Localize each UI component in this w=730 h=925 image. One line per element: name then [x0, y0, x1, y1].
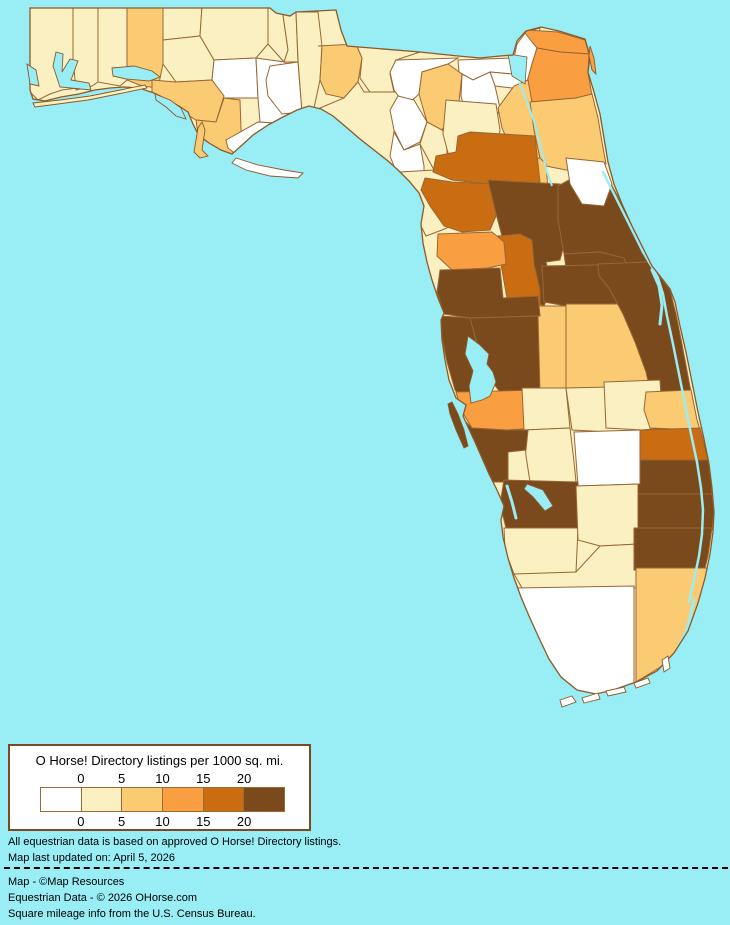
legend-swatch-1 [81, 788, 123, 811]
st-andrews-bay [154, 93, 187, 120]
legend-tick-label: 20 [236, 814, 252, 829]
county-calhoun[interactable] [211, 57, 259, 99]
st-joseph-spit [193, 121, 209, 159]
legend-tick-label: 15 [196, 814, 211, 829]
legend-tick-label: 10 [155, 814, 170, 829]
county-okaloosa[interactable] [97, 6, 128, 87]
county-glades[interactable] [573, 429, 641, 487]
amelia-island [588, 45, 597, 76]
data-source-note: All equestrian data is based on approved… [8, 836, 342, 848]
key-biscayne [661, 655, 671, 673]
florida-county-map [26, 6, 715, 708]
county-indian-river[interactable] [643, 389, 701, 431]
county-flagler[interactable] [565, 157, 613, 207]
county-pasco[interactable] [436, 267, 541, 319]
legend-tick-label: 5 [118, 814, 126, 829]
banana-river-lagoon [650, 268, 664, 326]
indian-river-lagoon [601, 170, 705, 604]
county-jefferson[interactable] [295, 11, 323, 113]
legend-swatch-5 [244, 788, 285, 811]
county-broward[interactable] [633, 527, 713, 573]
coastline [29, 7, 715, 695]
legend: O Horse! Directory listings per 1000 sq.… [8, 744, 311, 831]
data-credit: Equestrian Data - © 2026 OHorse.com [8, 892, 198, 904]
lower-keys [559, 695, 577, 708]
county-hendry[interactable] [575, 483, 639, 547]
charlotte-harbor [523, 483, 554, 512]
last-updated-note: Map last updated on: April 5, 2026 [8, 852, 175, 864]
st-johns-river-channel [518, 81, 553, 187]
county-marion[interactable] [432, 131, 541, 187]
county-lafayette[interactable] [389, 95, 428, 151]
county-lee[interactable] [503, 527, 579, 577]
county-hardee[interactable] [521, 387, 571, 431]
st-johns-river [507, 53, 528, 85]
legend-swatch-2 [122, 788, 164, 811]
legend-title: O Horse! Directory listings per 1000 sq.… [35, 753, 284, 768]
legend-tick-label: 0 [77, 814, 85, 829]
legend-swatch-4 [203, 788, 245, 811]
perdido-bay [26, 63, 40, 87]
legend-tick-label: 10 [155, 771, 170, 786]
choctawhatchee-bay [111, 65, 161, 82]
legend-tick-label: 15 [196, 771, 211, 786]
pensacola-bay [52, 51, 92, 91]
county-jackson[interactable] [199, 6, 271, 61]
county-st-lucie[interactable] [637, 427, 709, 461]
legend-tick-label: 0 [77, 771, 85, 786]
county-holmes[interactable] [162, 6, 203, 41]
county-hamilton[interactable] [355, 43, 421, 93]
legend-color-bar [40, 787, 285, 812]
upper-keys [605, 686, 627, 697]
legend-ticks-bottom: 0 5 10 15 20 [40, 814, 285, 829]
legend-tick-label: 20 [236, 771, 252, 786]
map-credit: Map - ©Map Resources [8, 876, 125, 888]
dashed-separator [4, 867, 728, 869]
legend-swatch-3 [163, 788, 204, 811]
apalachicola-barrier [231, 157, 304, 179]
florida-map-svg [26, 6, 715, 708]
legend-swatch-0 [41, 788, 82, 811]
key-largo [633, 677, 651, 689]
legend-ticks-top: 0 5 10 15 20 [40, 771, 285, 786]
middle-keys [581, 692, 601, 704]
county-santa-rosa[interactable] [72, 6, 99, 91]
census-credit: Square mileage info from the U.S. Census… [8, 908, 256, 920]
county-hernando[interactable] [436, 231, 507, 271]
pine-island-sound [505, 484, 518, 520]
longboat-key [447, 401, 469, 449]
county-desoto[interactable] [523, 427, 577, 483]
legend-tick-label: 5 [118, 771, 126, 786]
santa-rosa-island-barrier [32, 84, 148, 108]
county-citrus[interactable] [420, 177, 497, 233]
county-duval[interactable] [526, 47, 593, 103]
tampa-bay [464, 335, 497, 404]
